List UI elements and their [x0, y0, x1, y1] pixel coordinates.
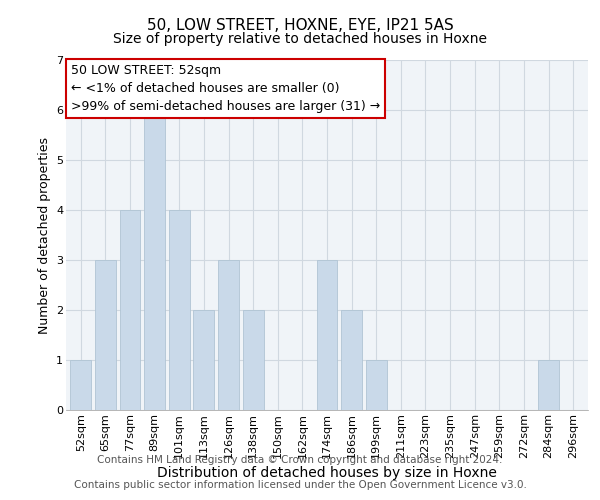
Text: Size of property relative to detached houses in Hoxne: Size of property relative to detached ho… [113, 32, 487, 46]
Bar [218, 260, 239, 410]
Y-axis label: Number of detached properties: Number of detached properties [38, 136, 50, 334]
Bar [144, 110, 165, 410]
Bar [366, 360, 387, 410]
Bar [95, 260, 116, 410]
Bar [242, 310, 263, 410]
Text: 50, LOW STREET, HOXNE, EYE, IP21 5AS: 50, LOW STREET, HOXNE, EYE, IP21 5AS [146, 18, 454, 32]
Text: Contains HM Land Registry data © Crown copyright and database right 2024.: Contains HM Land Registry data © Crown c… [97, 455, 503, 465]
Bar [538, 360, 559, 410]
Text: Contains public sector information licensed under the Open Government Licence v3: Contains public sector information licen… [74, 480, 526, 490]
Bar [119, 210, 140, 410]
Bar [70, 360, 91, 410]
X-axis label: Distribution of detached houses by size in Hoxne: Distribution of detached houses by size … [157, 466, 497, 480]
Bar [169, 210, 190, 410]
Bar [193, 310, 214, 410]
Bar [341, 310, 362, 410]
Text: 50 LOW STREET: 52sqm
← <1% of detached houses are smaller (0)
>99% of semi-detac: 50 LOW STREET: 52sqm ← <1% of detached h… [71, 64, 380, 112]
Bar [317, 260, 337, 410]
